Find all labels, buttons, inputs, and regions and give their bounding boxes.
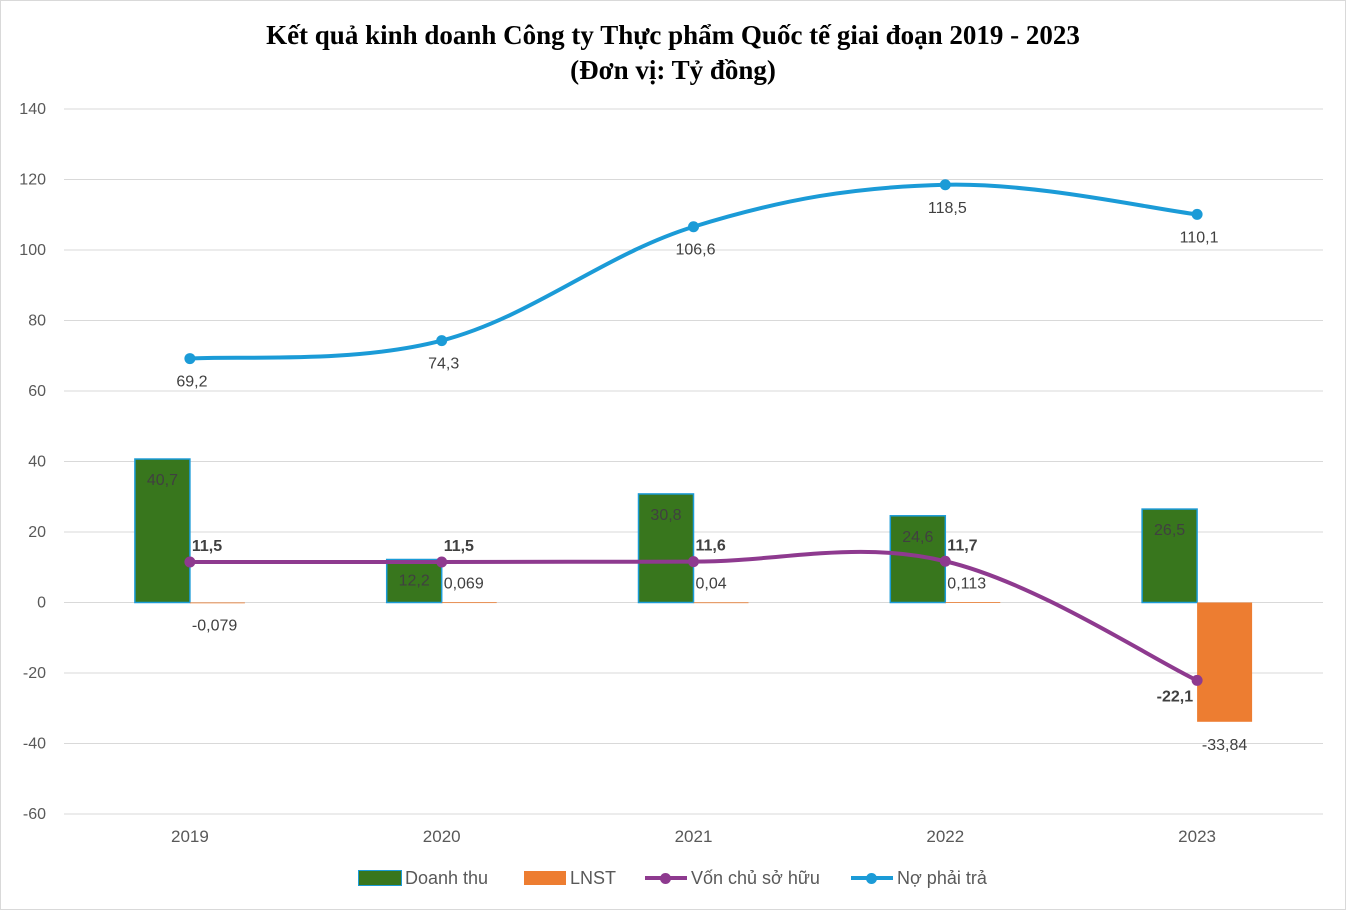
legend-label-doanh-thu: Doanh thu	[405, 867, 489, 888]
bar-lnst	[1197, 602, 1253, 722]
von-chu-so-huu-point	[688, 556, 699, 568]
y-tick-label: 60	[28, 383, 46, 400]
legend-item-lnst: LNST	[524, 864, 616, 892]
no-phai-tra-point	[1191, 208, 1203, 220]
von-chu-so-huu-point	[1191, 674, 1203, 686]
gridlines	[64, 108, 1323, 815]
y-tick-label: -40	[23, 736, 46, 753]
data-label-lnst: 0,069	[444, 576, 484, 593]
bar-lnst	[945, 602, 1001, 603]
legend-label-lnst: LNST	[570, 867, 617, 888]
legend-swatch-no-phai-tra	[851, 871, 893, 885]
x-tick-label: 2020	[423, 827, 461, 846]
chart-title-line1: Kết quả kinh doanh Công ty Thực phẩm Quố…	[266, 20, 1080, 50]
y-tick-label: 20	[28, 524, 46, 541]
data-label-lnst: 0,113	[947, 576, 986, 593]
legend-swatch-von-chu-so-huu	[645, 871, 687, 885]
no-phai-tra-point	[436, 335, 448, 347]
line-series	[184, 179, 1203, 686]
data-label-von-chu-so-huu: 11,5	[192, 538, 222, 555]
bar-series	[134, 458, 1253, 722]
data-label-doanh-thu: 30,8	[650, 507, 681, 524]
data-label-doanh-thu: 24,6	[902, 529, 933, 546]
von-chu-so-huu-point	[184, 556, 196, 568]
no-phai-tra-point	[939, 179, 951, 191]
bar-doanh-thu	[1141, 508, 1198, 604]
no-phai-tra-line	[187, 182, 1200, 361]
y-tick-label: 140	[19, 101, 46, 118]
data-label-lnst: -0,079	[192, 618, 237, 635]
chart-subtitle: (Đơn vị: Tỷ đồng)	[570, 55, 776, 85]
legend-item-doanh-thu: Doanh thu	[358, 864, 489, 892]
x-tick-label: 2019	[171, 827, 209, 846]
legend-label-no-phai-tra: Nợ phải trả	[897, 867, 987, 888]
chart-plot-area: 140 120 100 80 60 40 20 0 -20 -40 -60 2019 2020 2021…	[19, 101, 1323, 846]
chart-title: Kết quả kinh doanh Công ty Thực phẩm Quố…	[0, 18, 1346, 88]
bar-doanh-thu	[637, 493, 695, 604]
x-axis-category-labels: 2019 2020 2021 2022 2023	[171, 827, 1216, 846]
von-chu-so-huu-point	[939, 555, 951, 567]
bar-lnst	[693, 602, 749, 604]
legend-swatch-lnst	[524, 871, 566, 885]
data-label-no-phai-tra: 69,2	[176, 374, 207, 391]
legend: Doanh thu LNST Vốn chủ sở hữu Nợ phải tr…	[0, 864, 1346, 892]
bar-lnst	[441, 602, 497, 604]
x-tick-label: 2021	[675, 827, 713, 846]
no-phai-tra-point	[688, 221, 699, 233]
data-label-doanh-thu: 12,2	[399, 572, 430, 589]
legend-item-von-chu-so-huu: Vốn chủ sở hữu	[645, 864, 820, 892]
legend-swatch-doanh-thu	[358, 870, 402, 886]
y-axis-tick-labels: 140 120 100 80 60 40 20 0 -20 -40 -60	[19, 101, 46, 823]
data-label-lnst: 0,04	[696, 576, 727, 593]
no-phai-tra-point	[184, 353, 196, 365]
data-label-no-phai-tra: 74,3	[428, 356, 459, 373]
x-tick-label: 2022	[926, 827, 964, 846]
bar-doanh-thu	[385, 558, 443, 604]
bar-doanh-thu	[134, 458, 191, 604]
y-tick-label: -20	[23, 665, 46, 682]
y-tick-label: 100	[19, 242, 46, 259]
data-label-doanh-thu: 26,5	[1154, 522, 1185, 539]
bar-lnst	[189, 602, 245, 604]
x-tick-label: 2023	[1178, 827, 1216, 846]
data-label-von-chu-so-huu: 11,6	[696, 538, 726, 555]
data-label-doanh-thu: 40,7	[147, 472, 178, 489]
data-labels: 40,7 12,2 30,8 24,6 26,5 -0,079 0,069 0,04 0,113…	[147, 200, 1248, 754]
data-label-no-phai-tra: 110,1	[1180, 229, 1219, 246]
von-chu-so-huu-point	[436, 556, 448, 568]
y-tick-label: -60	[23, 806, 46, 823]
legend-label-von-chu-so-huu: Vốn chủ sở hữu	[691, 867, 820, 888]
y-tick-label: 80	[28, 313, 46, 330]
data-label-von-chu-so-huu: 11,7	[947, 537, 977, 554]
data-label-no-phai-tra: 118,5	[928, 200, 967, 217]
data-label-von-chu-so-huu: -22,1	[1157, 688, 1194, 705]
legend-item-no-phai-tra: Nợ phải trả	[851, 864, 987, 892]
data-label-von-chu-so-huu: 11,5	[444, 538, 474, 555]
data-label-lnst: -33,84	[1202, 737, 1247, 754]
data-label-no-phai-tra: 106,6	[675, 242, 715, 259]
y-tick-label: 40	[28, 454, 46, 471]
y-tick-label: 0	[37, 595, 46, 612]
y-tick-label: 120	[19, 172, 46, 189]
